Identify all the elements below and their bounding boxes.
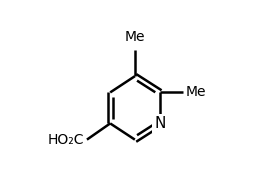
Text: N: N: [155, 116, 166, 131]
Text: Me: Me: [125, 30, 145, 44]
Text: Me: Me: [186, 85, 206, 99]
Text: HO₂C: HO₂C: [48, 133, 84, 147]
